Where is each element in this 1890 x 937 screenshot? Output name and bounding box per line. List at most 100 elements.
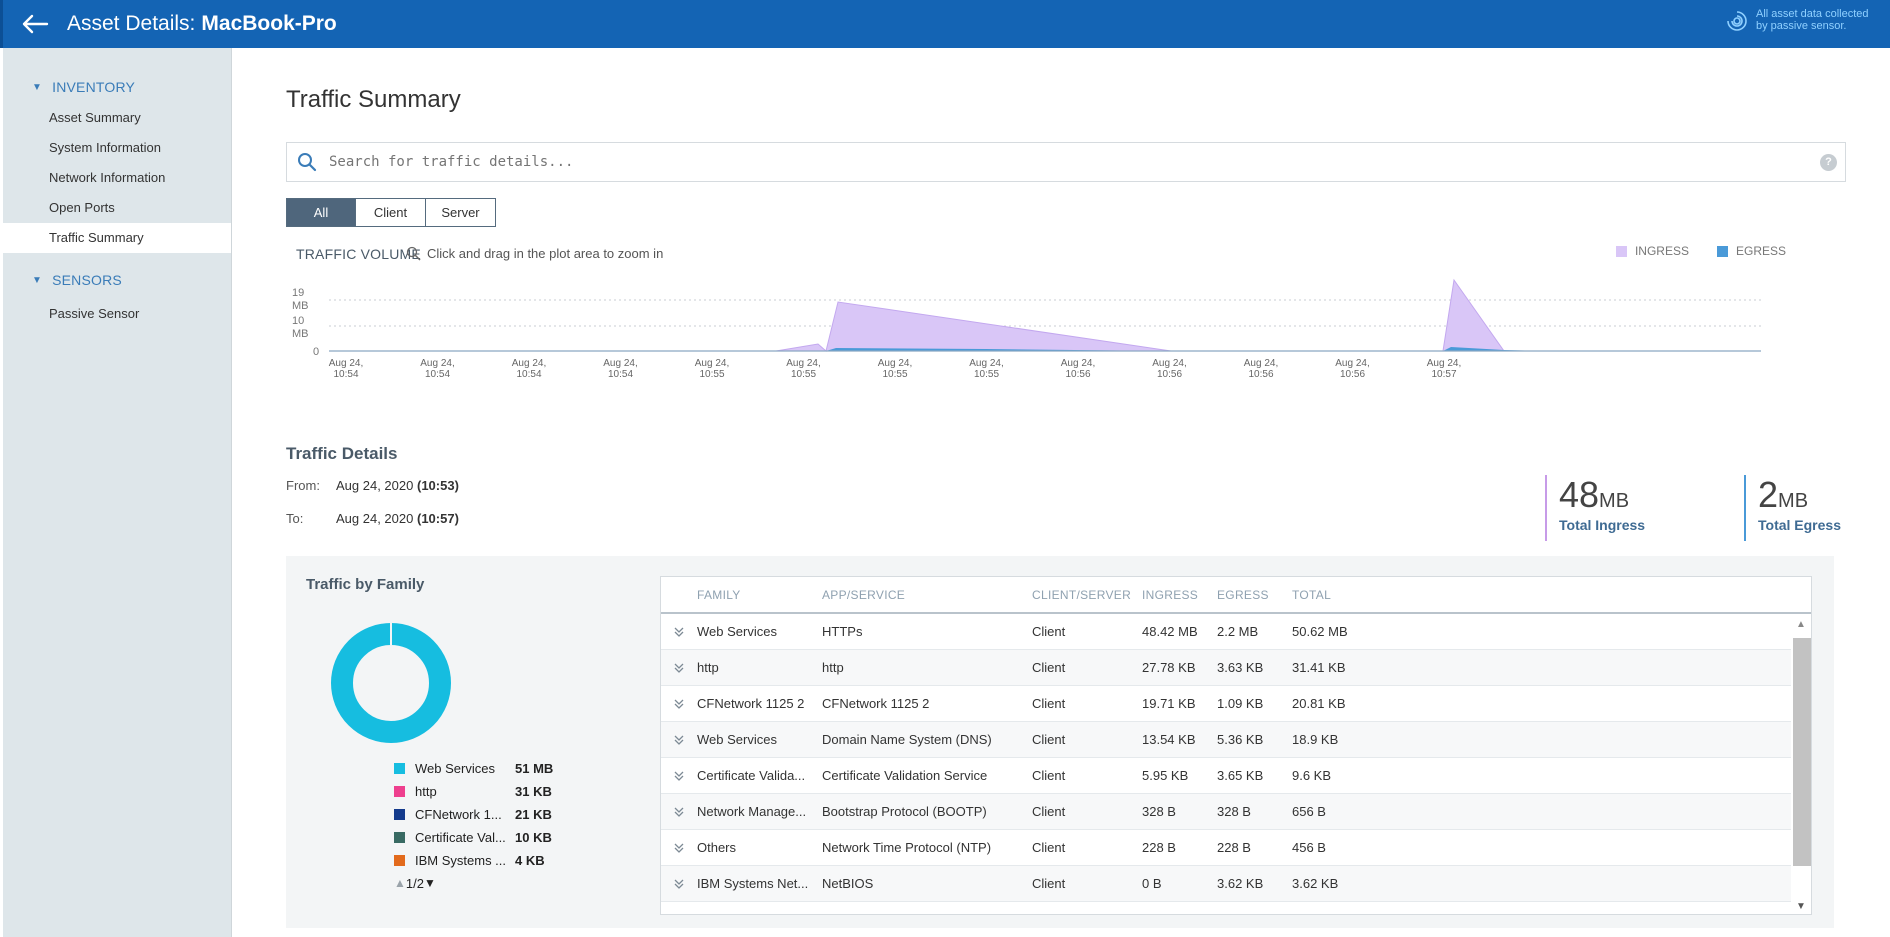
total-cell: 31.41 KB [1292,660,1346,675]
to-time: (10:57) [416,511,459,526]
family-legend-item[interactable]: http 31 KB [394,780,553,803]
x-axis-tick-label: 10:56 [1065,369,1090,380]
table-row[interactable]: Web Services Domain Name System (DNS) Clie… [661,722,1811,758]
caret-down-icon: ▼ [32,274,43,286]
total-ingress-unit: MB [1599,490,1630,512]
back-arrow-icon[interactable] [11,0,59,48]
table-body: Web Services HTTPs Client 48.42 MB 2.2 MB 50.… [661,614,1811,902]
table-scrollbar[interactable]: ▲ ▼ [1791,614,1811,914]
x-axis-tick-label: 10:56 [1340,369,1365,380]
ingress-cell: 27.78 KB [1142,660,1196,675]
total-cell: 20.81 KB [1292,696,1346,711]
expand-chevron-icon[interactable] [661,698,697,710]
zoom-hint-text: Click and drag in the plot area to zoom … [427,246,664,261]
sidebar-item-traffic-summary[interactable]: Traffic Summary [3,223,231,253]
sidebar-section-inventory[interactable]: ▼ INVENTORY [3,72,231,102]
family-legend-item[interactable]: CFNetwork 1... 21 KB [394,803,553,826]
column-header-egress[interactable]: EGRESS [1217,587,1269,602]
family-legend: Web Services 51 MB http 31 KB CFNetwork … [394,757,553,894]
table-header: FAMILY APP/SERVICE CLIENT/SERVER INGRESS… [661,577,1811,614]
column-header-total[interactable]: TOTAL [1292,587,1332,602]
ingress-cell: 0 B [1142,876,1162,891]
total-ingress-value: 48 [1559,474,1600,515]
total-ingress-label: Total Ingress [1559,517,1646,533]
ingress-cell: 328 B [1142,804,1176,819]
from-label: From: [286,478,320,493]
legend-egress[interactable]: EGRESS [1716,244,1786,258]
family-legend-item[interactable]: IBM Systems ... 4 KB [394,849,553,872]
table-row[interactable]: http http Client 27.78 KB 3.63 KB 31.41 KB [661,650,1811,686]
legend-ingress[interactable]: INGRESS [1615,244,1689,258]
search-input[interactable] [329,154,1769,170]
x-axis-tick-label: Aug 24, [1427,358,1461,369]
legend-label: INGRESS [1634,244,1689,258]
scrollbar-thumb[interactable] [1793,638,1811,866]
expand-chevron-icon[interactable] [661,662,697,674]
legend-swatch [394,855,405,866]
expand-chevron-icon[interactable] [661,734,697,746]
y-axis-label-top-unit: MB [292,300,309,312]
table-row[interactable]: Others Network Time Protocol (NTP) Client 2… [661,830,1811,866]
family-value: 31 KB [515,784,552,799]
egress-cell: 1.09 KB [1217,696,1264,711]
expand-chevron-icon[interactable] [661,878,697,890]
app-service-cell: Network Time Protocol (NTP) [822,840,992,855]
filter-client-button[interactable]: Client [356,198,426,227]
total-egress-label: Total Egress [1758,517,1841,533]
x-axis-tick-label: Aug 24, [786,358,820,369]
filter-all-button[interactable]: All [286,198,356,227]
family-name: IBM Systems ... [415,853,507,868]
client-server-cell: Client [1032,840,1066,855]
ingress-area [775,301,1172,352]
sidebar-item-asset-summary[interactable]: Asset Summary [49,110,141,125]
x-axis-tick-label: Aug 24, [969,358,1003,369]
zoom-hint: Click and drag in the plot area to zoom … [406,246,663,261]
legend-label: EGRESS [1735,244,1786,258]
expand-chevron-icon[interactable] [661,626,697,638]
scroll-up-icon[interactable]: ▲ [1796,619,1806,630]
total-cell: 656 B [1292,804,1326,819]
scroll-down-icon[interactable]: ▼ [1796,901,1806,912]
sidebar-section-sensors[interactable]: ▼ SENSORS [3,265,231,295]
expand-chevron-icon[interactable] [661,842,697,854]
table-row[interactable]: Web Services HTTPs Client 48.42 MB 2.2 MB 50.… [661,614,1811,650]
table-row[interactable]: CFNetwork 1125 2 CFNetwork 1125 2 Client 19… [661,686,1811,722]
x-axis-tick-label: 10:55 [699,369,724,380]
page-header-title: Asset Details: MacBook-Pro [67,12,337,36]
column-header-app-service[interactable]: APP/SERVICE [822,587,906,602]
pager-down-icon[interactable]: ▼ [423,876,436,890]
family-donut-chart[interactable] [330,622,452,744]
family-value: 4 KB [515,853,545,868]
family-cell: Others [697,840,737,855]
pager-up-icon[interactable]: ▲ [394,876,406,890]
column-header-family[interactable]: FAMILY [697,587,741,602]
legend-swatch [394,763,405,774]
legend-swatch [1615,245,1627,257]
client-server-cell: Client [1032,732,1066,747]
sidebar-item-system-information[interactable]: System Information [49,140,161,155]
table-row[interactable]: Network Manage... Bootstrap Protocol (BOO… [661,794,1811,830]
sidebar-item-passive-sensor[interactable]: Passive Sensor [49,306,140,321]
expand-chevron-icon[interactable] [661,806,697,818]
expand-chevron-icon[interactable] [661,770,697,782]
filter-server-button[interactable]: Server [426,198,496,227]
family-legend-item[interactable]: Certificate Val... 10 KB [394,826,553,849]
egress-cell: 5.36 KB [1217,732,1264,747]
family-value: 21 KB [515,807,552,822]
help-icon[interactable]: ? [1820,154,1837,171]
column-header-client-server[interactable]: CLIENT/SERVER [1032,587,1132,602]
sidebar-item-network-information[interactable]: Network Information [49,170,166,185]
x-axis-tick-label: 10:56 [1157,369,1182,380]
family-legend-item[interactable]: Web Services 51 MB [394,757,553,780]
x-axis-tick-label: Aug 24, [695,358,729,369]
search-icon [298,153,317,172]
y-axis-label-mid-unit: MB [292,328,309,340]
x-axis-tick-label: Aug 24, [1061,358,1095,369]
table-row[interactable]: Certificate Valida... Certificate Validat… [661,758,1811,794]
family-name: http [415,784,437,799]
sidebar-item-open-ports[interactable]: Open Ports [49,200,115,215]
egress-cell: 3.65 KB [1217,768,1264,783]
column-header-ingress[interactable]: INGRESS [1142,587,1199,602]
table-row[interactable]: IBM Systems Net... NetBIOS Client 0 B 3.62 K… [661,866,1811,902]
